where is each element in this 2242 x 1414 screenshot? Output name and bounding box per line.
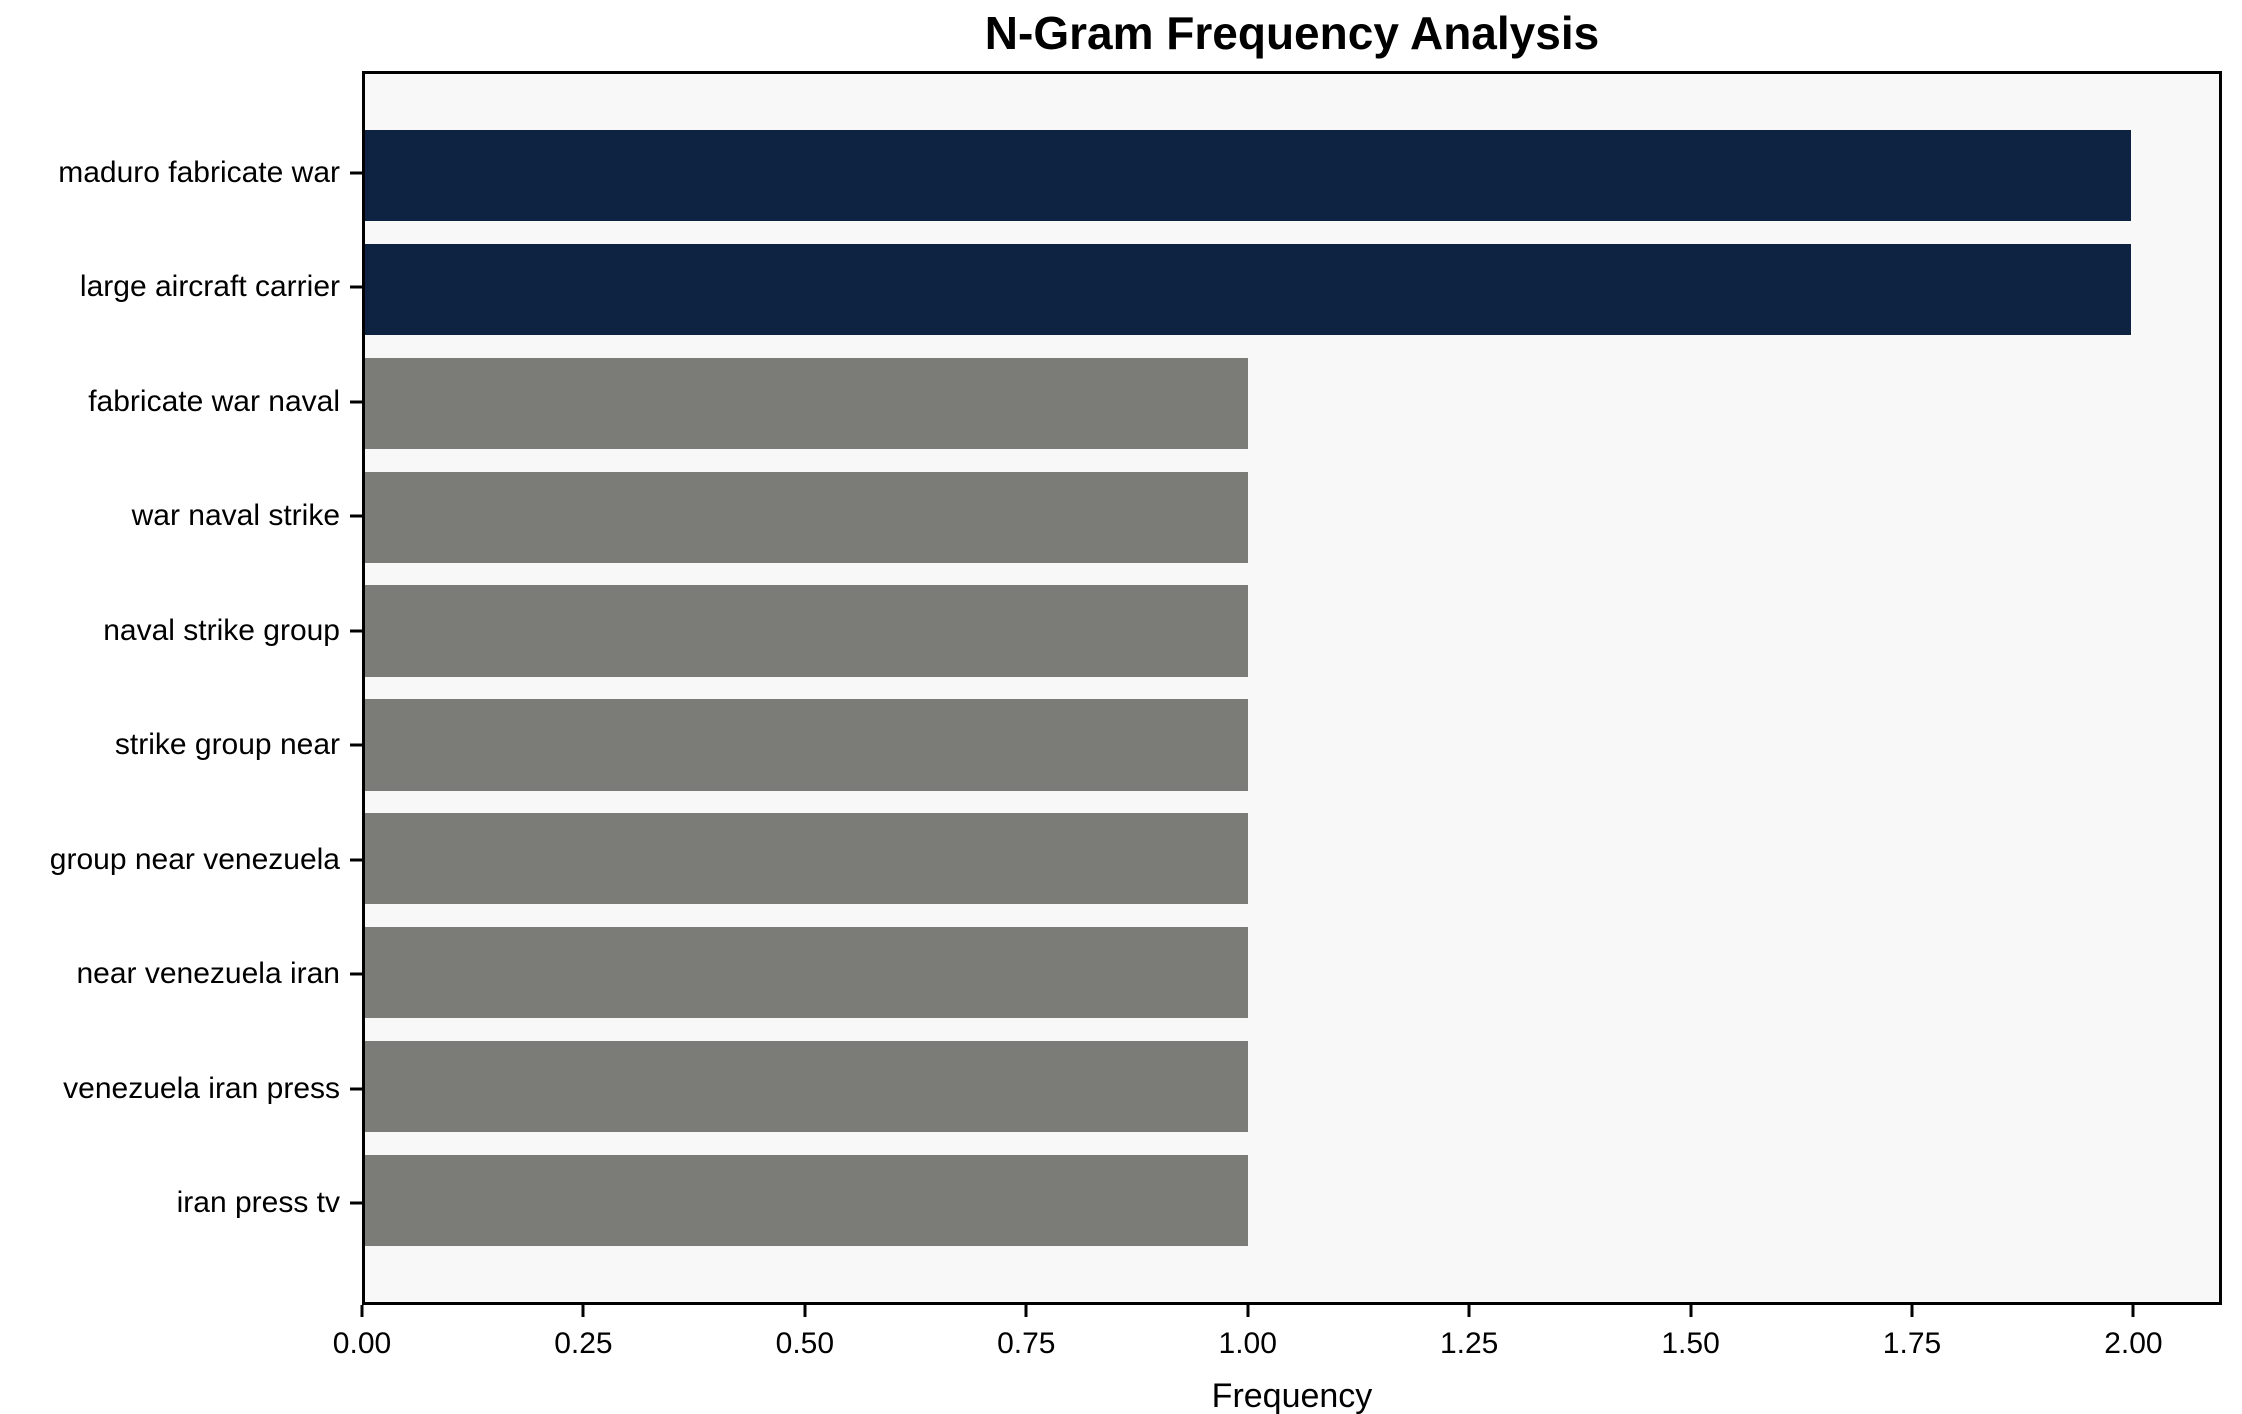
x-tick-mark: [803, 1305, 807, 1317]
x-tick-label: 0.00: [332, 1327, 392, 1360]
x-tick-mark: [1467, 1305, 1471, 1317]
y-axis-label: venezuela iran press: [63, 1071, 340, 1105]
bar-group-near-venezuela: [365, 813, 1248, 905]
bar-venezuela-iran-press: [365, 1041, 1248, 1133]
y-tick-mark: [350, 629, 362, 633]
y-axis-label: maduro fabricate war: [58, 155, 340, 189]
x-tick-mark: [1024, 1305, 1028, 1317]
x-tick-mark: [1689, 1305, 1693, 1317]
bar-naval-strike-group: [365, 585, 1248, 677]
y-tick-mark: [350, 285, 362, 289]
x-tick-label: 0.50: [775, 1327, 835, 1360]
x-tick-mark: [1910, 1305, 1914, 1317]
chart-title: N-Gram Frequency Analysis: [984, 7, 1600, 59]
x-tick-label: 1.75: [1882, 1327, 1942, 1360]
x-tick-label: 0.75: [997, 1327, 1056, 1360]
y-tick-mark: [350, 858, 362, 862]
bar-large-aircraft-carrier: [365, 243, 2131, 335]
y-axis-label: naval strike group: [103, 613, 340, 647]
x-tick-mark: [360, 1305, 364, 1317]
y-axis-label: war naval strike: [131, 499, 340, 533]
x-tick-mark: [1246, 1305, 1250, 1317]
y-axis-label: iran press tv: [176, 1186, 340, 1220]
y-axis-label: near venezuela iran: [76, 957, 340, 991]
bar-maduro-fabricate-war: [365, 129, 2131, 221]
x-tick-mark: [581, 1305, 585, 1317]
y-tick-mark: [350, 1087, 362, 1091]
y-tick-mark: [350, 1201, 362, 1205]
y-tick-mark: [350, 514, 362, 518]
bar-fabricate-war-naval: [365, 357, 1248, 449]
x-axis-title: Frequency: [1211, 1377, 1373, 1414]
x-tick-label: 0.25: [554, 1327, 613, 1360]
bar-war-naval-strike: [365, 471, 1248, 563]
x-tick-label: 1.00: [1218, 1327, 1277, 1360]
bar-iran-press-tv: [365, 1155, 1248, 1247]
x-tick-label: 1.25: [1439, 1327, 1499, 1360]
plot-area: [362, 71, 2222, 1305]
y-tick-mark: [350, 972, 362, 976]
x-tick-label: 1.50: [1661, 1327, 1720, 1360]
y-tick-mark: [350, 400, 362, 404]
x-tick-label: 2.00: [2104, 1327, 2163, 1360]
y-axis-label: large aircraft carrier: [79, 270, 340, 304]
bar-strike-group-near: [365, 699, 1248, 791]
y-axis-label: group near venezuela: [49, 842, 340, 876]
bar-near-venezuela-iran: [365, 927, 1248, 1019]
y-tick-mark: [350, 743, 362, 747]
y-tick-mark: [350, 171, 362, 175]
y-axis-label: strike group near: [114, 728, 340, 762]
x-tick-mark: [2131, 1305, 2135, 1317]
y-axis-label: fabricate war naval: [88, 384, 340, 418]
